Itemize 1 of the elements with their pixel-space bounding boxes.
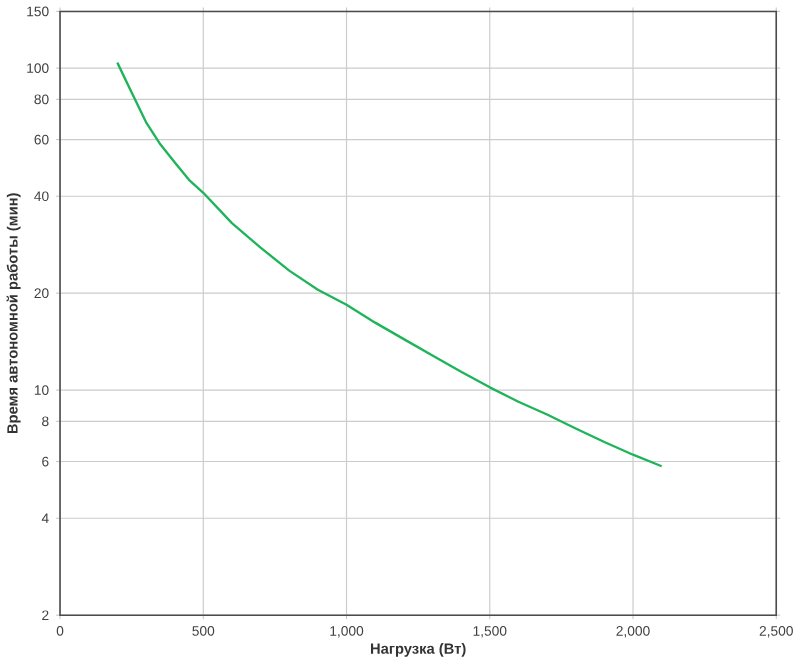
line-series: [116, 61, 663, 468]
